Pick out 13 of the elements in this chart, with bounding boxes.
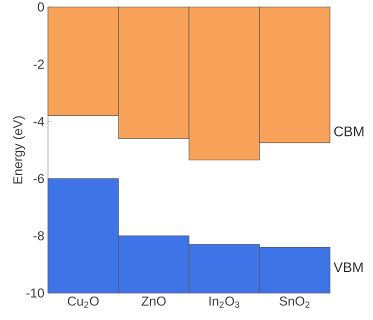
y-tick-label: -4 <box>34 116 44 126</box>
series-label: CBM <box>334 126 364 136</box>
series-label: VBM <box>334 262 363 272</box>
y-axis-title: Energy (eV) <box>12 116 25 184</box>
x-tick-label: In$_{2}$O$_{3}$ <box>209 296 240 308</box>
x-tick-label: ZnO <box>142 296 166 306</box>
y-tick-label: -10 <box>26 288 44 298</box>
x-tick-label: SnO$_{2}$ <box>280 296 310 308</box>
y-tick-label: 0 <box>38 2 44 12</box>
y-tick-label: -6 <box>34 174 44 184</box>
x-tick-label: Cu$_{2}$O <box>68 296 99 308</box>
y-tick-label: -2 <box>34 60 44 69</box>
y-tick-label: -8 <box>34 231 44 240</box>
